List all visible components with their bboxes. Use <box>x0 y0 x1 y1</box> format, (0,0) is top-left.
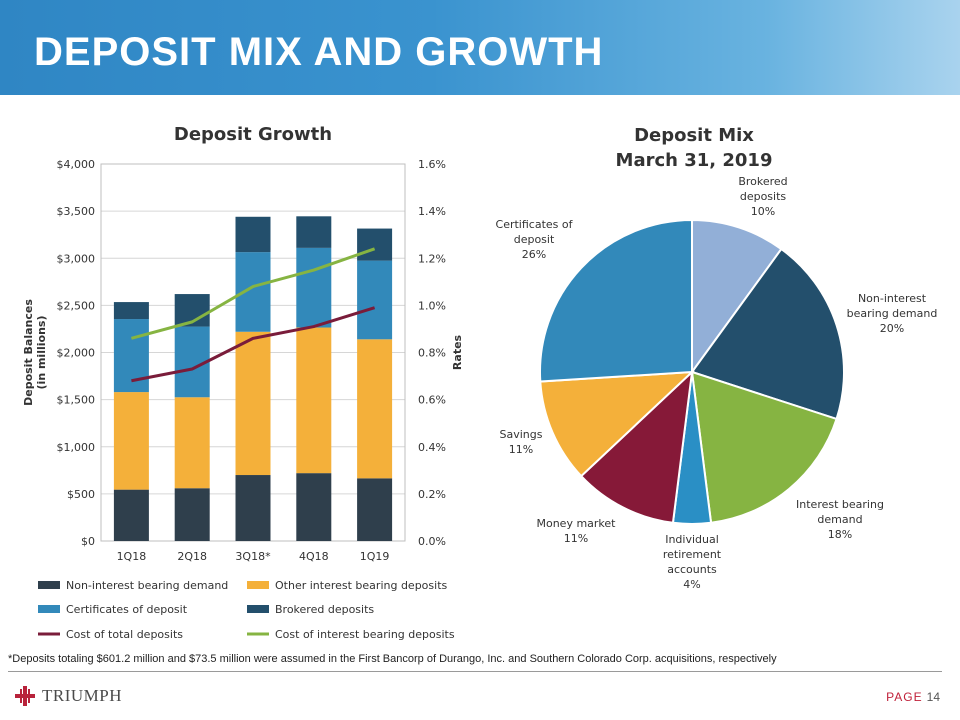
pie-slice <box>579 369 694 524</box>
y2-tick-label: 1.6% <box>418 158 446 171</box>
y2-tick-label: 1.0% <box>418 299 446 312</box>
legend-label: Certificates of deposit <box>66 603 188 616</box>
bar-segment <box>357 260 393 340</box>
logo-text: TRIUMPH <box>42 686 123 705</box>
series-line <box>131 306 376 383</box>
pie-slice-label: Interest bearing demand <box>796 498 884 526</box>
bar-segment <box>296 247 332 328</box>
pie-slice-percent: 18% <box>828 528 852 541</box>
pie-slice-label: Individual retirement accounts <box>663 533 722 576</box>
bar-segment <box>113 319 149 393</box>
pie-slice <box>691 218 783 376</box>
legend-swatch <box>247 605 269 613</box>
x-tick-label: 1Q18 <box>117 550 147 563</box>
legend-swatch <box>247 581 269 589</box>
pie-chart-title: March 31, 2019 <box>616 150 773 171</box>
pie-slice-label: Money market <box>536 517 616 530</box>
footer-divider <box>8 671 942 672</box>
x-tick-label: 3Q18* <box>235 550 271 563</box>
bar-segment <box>113 302 149 320</box>
y-tick-label: $4,000 <box>57 158 96 171</box>
x-tick-label: 1Q19 <box>360 550 390 563</box>
series-line <box>131 247 376 340</box>
y2-tick-label: 0.6% <box>418 394 446 407</box>
pie-chart-title: Deposit Mix <box>634 125 754 146</box>
pie-slice-percent: 4% <box>683 578 700 591</box>
bar-segment <box>174 488 210 541</box>
bar-segment <box>296 473 332 541</box>
bar-segment <box>174 397 210 489</box>
pie-slice-label: Savings <box>500 428 543 441</box>
pie-slice-percent: 10% <box>751 205 775 218</box>
pie-slice <box>690 370 838 524</box>
charts-area: Deposit Growth $0 $500 $1,000 $1,500 $2,000 $2… <box>22 124 938 641</box>
pie-slice-label: Certificates of deposit <box>496 218 574 246</box>
pie-slice-label: Brokered deposits <box>738 175 787 203</box>
x-tick-label: 4Q18 <box>299 550 329 563</box>
pie-slice <box>690 247 845 421</box>
page-number: PAGE 14 <box>886 690 940 704</box>
page-number-value: 14 <box>926 690 940 704</box>
triumph-cross-icon <box>15 686 35 706</box>
legend-label: Cost of total deposits <box>66 628 183 641</box>
y2-tick-label: 0.0% <box>418 535 446 548</box>
y2-tick-label: 0.8% <box>418 347 446 360</box>
y-tick-label: $3,000 <box>57 252 96 265</box>
y-tick-label: $2,000 <box>57 347 96 360</box>
legend-swatch <box>38 605 60 613</box>
bar-segment <box>296 216 332 248</box>
pie-slice-percent: 26% <box>522 248 546 261</box>
y-tick-label: $0 <box>81 535 95 548</box>
pie-slice-label: Non-interest bearing demand <box>847 292 938 320</box>
triumph-logo: TRIUMPH <box>14 683 122 709</box>
legend-label: Other interest bearing deposits <box>275 579 448 592</box>
legend-label: Non-interest bearing demand <box>66 579 228 592</box>
y2-tick-label: 1.2% <box>418 252 446 265</box>
bar-segment <box>235 216 271 253</box>
y-tick-label: $500 <box>67 488 95 501</box>
y-tick-label: $3,500 <box>57 205 96 218</box>
bar-segment <box>235 331 271 476</box>
y2-axis-label: Rates <box>451 334 464 370</box>
page-label: PAGE <box>886 690 923 704</box>
legend-swatch <box>38 581 60 589</box>
x-tick-label: 2Q18 <box>177 550 207 563</box>
y2-tick-label: 0.4% <box>418 441 446 454</box>
pie-slice-percent: 11% <box>509 443 533 456</box>
legend-label: Cost of interest bearing deposits <box>275 628 455 641</box>
bar-chart-title: Deposit Growth <box>174 124 332 145</box>
bar-segment <box>113 489 149 541</box>
bar-segment <box>296 327 332 474</box>
pie-slice-percent: 20% <box>880 322 904 335</box>
y-axis-label: Deposit Balances(in millions) <box>22 299 48 406</box>
bar-segment <box>357 478 393 541</box>
footnote: *Deposits totaling $601.2 million and $7… <box>8 653 777 665</box>
y-tick-label: $1,000 <box>57 441 96 454</box>
bar-segment <box>357 339 393 479</box>
pie-slice-percent: 11% <box>564 532 588 545</box>
pie-slice <box>539 218 693 383</box>
y2-tick-label: 0.2% <box>418 488 446 501</box>
bar-segment <box>113 392 149 490</box>
bar-segment <box>235 475 271 541</box>
pie-slice <box>539 370 695 478</box>
y-tick-label: $2,500 <box>57 299 96 312</box>
page-title: DEPOSIT MIX AND GROWTH <box>34 30 604 74</box>
y-tick-label: $1,500 <box>57 394 96 407</box>
legend-label: Brokered deposits <box>275 603 374 616</box>
bar-segment <box>357 228 393 261</box>
title-banner: DEPOSIT MIX AND GROWTH <box>0 0 960 95</box>
y2-tick-label: 1.4% <box>418 205 446 218</box>
